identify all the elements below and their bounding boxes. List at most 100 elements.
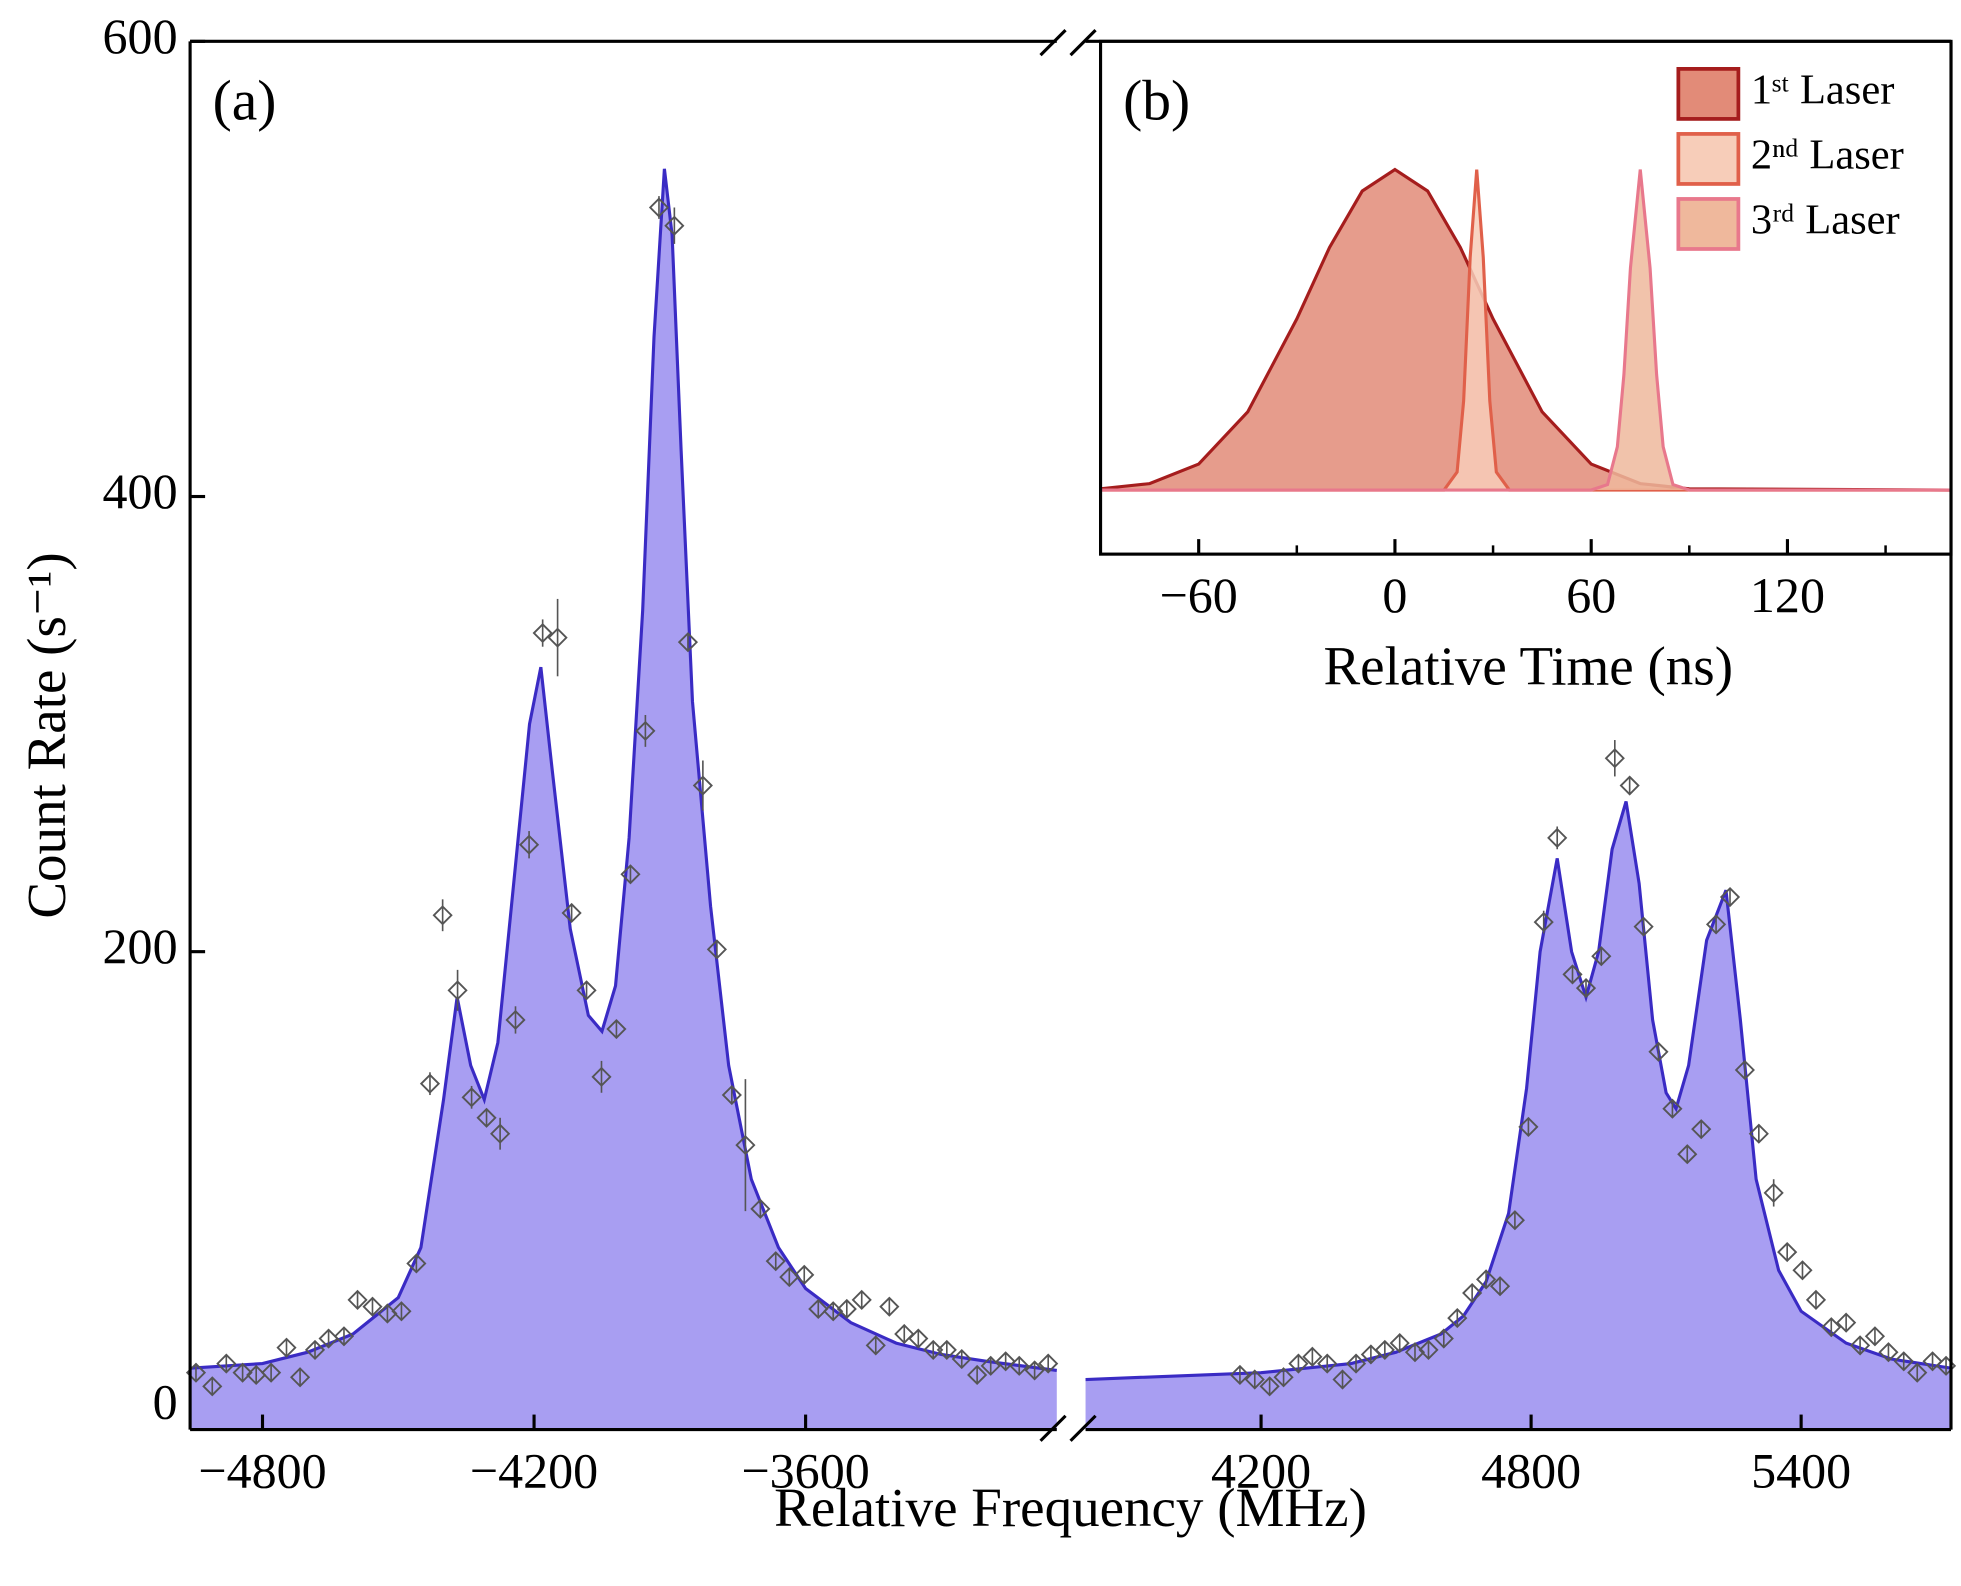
data-point <box>1547 827 1568 848</box>
data-point <box>1734 1059 1755 1081</box>
data-point <box>1662 1098 1683 1119</box>
data-point <box>406 1253 427 1274</box>
x-tick-label: −4800 <box>198 1442 326 1498</box>
data-point <box>1864 1326 1886 1347</box>
x-tick-label: −3600 <box>741 1442 869 1498</box>
data-point <box>505 1009 526 1031</box>
data-point <box>750 1198 771 1219</box>
data-point <box>1907 1362 1928 1383</box>
data-point <box>721 1084 742 1106</box>
data-point <box>664 215 685 236</box>
data-point <box>1244 1369 1265 1390</box>
y-tick-label: 0 <box>153 1373 178 1429</box>
data-point <box>561 902 582 924</box>
legend-swatch <box>1676 67 1741 121</box>
legend-label: 2ⁿᵈ Laser <box>1751 132 1904 179</box>
data-point <box>1619 775 1640 796</box>
legend-swatch <box>1676 197 1741 251</box>
data-point <box>706 939 727 960</box>
y-tick-label: 600 <box>103 8 178 64</box>
x-tick-label: 4200 <box>1211 1442 1311 1498</box>
data-point <box>432 905 453 926</box>
data-point <box>836 1298 857 1320</box>
data-point <box>1691 1119 1712 1140</box>
data-point <box>1332 1369 1353 1390</box>
data-point <box>1024 1360 1045 1381</box>
data-point <box>391 1301 412 1322</box>
data-point <box>1302 1346 1323 1367</box>
panel-label: (a) <box>213 70 277 133</box>
data-point <box>677 632 699 653</box>
data-point <box>419 1073 441 1094</box>
axis-break <box>1069 29 1097 57</box>
data-point <box>1850 1335 1871 1356</box>
data-point <box>1259 1376 1280 1397</box>
data-point <box>1418 1339 1439 1361</box>
data-point <box>980 1355 1001 1376</box>
data-point <box>620 864 641 885</box>
data-point <box>635 720 656 742</box>
data-point <box>447 980 468 1001</box>
data-point <box>1009 1355 1030 1376</box>
data-point <box>1836 1312 1857 1333</box>
data-point <box>1562 964 1583 985</box>
data-point <box>1389 1333 1410 1354</box>
data-point <box>1504 1210 1525 1231</box>
data-point <box>1677 1144 1698 1165</box>
data-point <box>362 1296 383 1317</box>
x-tick-label: 60 <box>1566 567 1616 623</box>
data-point <box>276 1337 297 1358</box>
data-point <box>1805 1289 1827 1310</box>
fit-line <box>1085 801 1952 1382</box>
data-point <box>1763 1182 1784 1203</box>
data-point <box>1575 977 1597 999</box>
data-point <box>1533 912 1554 933</box>
data-point <box>923 1339 944 1361</box>
data-point <box>1317 1353 1338 1374</box>
data-point <box>851 1289 872 1310</box>
axis-break <box>1039 1414 1067 1442</box>
data-point <box>1038 1353 1059 1374</box>
data-point <box>967 1364 988 1386</box>
x-axis-label: Relative Time (ns) <box>1323 635 1733 696</box>
data-point <box>547 627 568 648</box>
panel-label: (b) <box>1123 70 1190 133</box>
data-point <box>936 1339 957 1361</box>
data-point <box>1273 1367 1294 1388</box>
x-tick-label: 0 <box>1382 567 1407 623</box>
data-point <box>1633 916 1654 937</box>
data-point <box>1821 1317 1842 1338</box>
data-point <box>951 1348 972 1370</box>
data-point <box>576 980 597 1001</box>
pulse-line <box>1100 169 1951 492</box>
data-point <box>289 1367 311 1388</box>
data-point <box>532 622 553 644</box>
data-point <box>1878 1342 1899 1363</box>
data-point <box>1792 1260 1813 1281</box>
data-point <box>304 1339 326 1361</box>
data-point <box>518 834 540 855</box>
pulse-line <box>1100 169 1951 492</box>
data-point <box>1345 1353 1367 1374</box>
data-point <box>1229 1364 1251 1386</box>
data-point <box>808 1298 829 1320</box>
fit-line <box>189 168 1057 1372</box>
x-tick-label: 120 <box>1750 567 1825 623</box>
y-tick-label: 200 <box>103 918 178 974</box>
data-point <box>261 1362 282 1383</box>
x-tick-label: 4800 <box>1481 1442 1581 1498</box>
axis-break <box>1039 29 1067 57</box>
data-point <box>232 1362 253 1383</box>
data-point <box>879 1296 900 1317</box>
data-point <box>1705 914 1727 935</box>
x-axis-label: Relative Frequency (MHz) <box>774 1477 1367 1538</box>
data-point <box>865 1335 886 1356</box>
data-point <box>1777 1241 1798 1263</box>
data-point <box>318 1328 339 1349</box>
data-point <box>794 1264 815 1285</box>
x-tick-label: −4200 <box>470 1442 598 1498</box>
data-point <box>1374 1339 1395 1361</box>
x-tick-label: 5400 <box>1751 1442 1851 1498</box>
